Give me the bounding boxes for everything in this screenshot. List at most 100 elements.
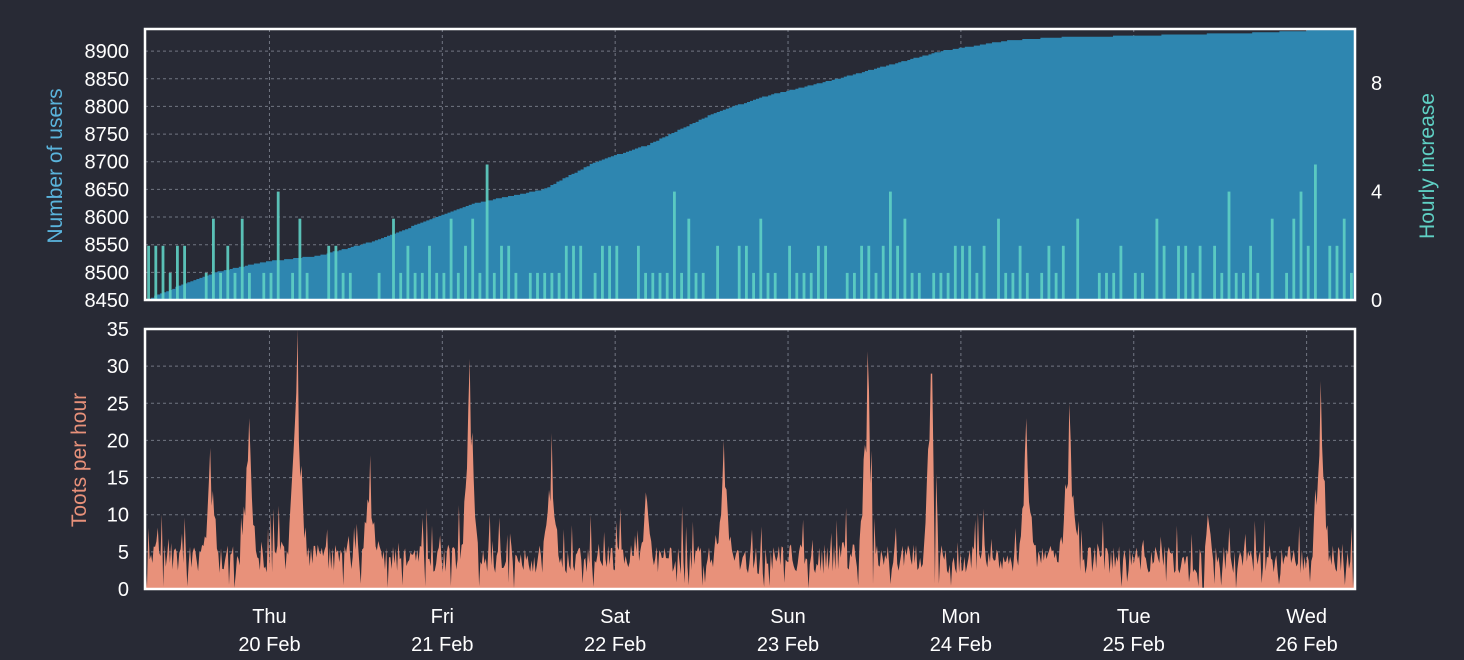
hourly-spike <box>1155 218 1159 300</box>
hourly-spike <box>572 245 575 300</box>
x-label-date: 20 Feb <box>238 634 300 656</box>
hourly-spike <box>1004 272 1008 300</box>
hourly-y-ticks: 0 4 8 <box>1371 73 1382 312</box>
hourly-spike <box>1227 191 1231 300</box>
users-tick-label: 8700 <box>85 152 130 174</box>
hourly-spike <box>464 245 467 300</box>
hourly-spike <box>1292 218 1296 300</box>
x-label-date: 24 Feb <box>930 634 992 656</box>
hourly-spike <box>1162 245 1166 300</box>
hourly-spike <box>903 218 907 300</box>
hourly-spike <box>248 272 251 300</box>
hourly-spike <box>874 272 878 300</box>
hourly-spike <box>860 245 863 300</box>
hourly-spike <box>1350 272 1353 300</box>
hourly-spike <box>881 245 885 300</box>
hourly-spike <box>1314 164 1317 300</box>
hourly-spike <box>1249 245 1252 300</box>
hourly-spike <box>1342 218 1346 300</box>
hourly-spike <box>953 245 957 300</box>
hourly-spike <box>694 272 698 300</box>
users-tick-label: 8600 <box>85 207 130 229</box>
hourly-spike <box>889 191 892 300</box>
users-area-layer <box>145 29 1355 300</box>
hourly-spike <box>161 245 165 300</box>
hourly-spike <box>478 272 482 300</box>
x-label-day: Fri <box>431 606 454 628</box>
hourly-spike <box>276 191 280 300</box>
toots-panel: 0 5 10 15 20 25 30 35 Toots per hour <box>68 319 1357 601</box>
x-label-date: 22 Feb <box>584 634 646 656</box>
toots-tick-label: 35 <box>107 319 129 341</box>
hourly-spike <box>1242 272 1245 300</box>
hourly-spike <box>680 272 683 300</box>
toots-area <box>145 329 1355 589</box>
hourly-spike <box>514 272 518 300</box>
hourly-spike <box>327 245 331 300</box>
toots-y-ticks: 0 5 10 15 20 25 30 35 <box>107 319 129 601</box>
toots-tick-label: 25 <box>107 393 129 415</box>
hourly-spike <box>1047 245 1051 300</box>
x-label-day: Sat <box>600 606 630 628</box>
hourly-spike <box>1285 272 1288 300</box>
hourly-spike <box>348 272 352 300</box>
hourly-spike <box>564 245 568 300</box>
hourly-spike <box>817 245 820 300</box>
hourly-spike <box>1119 245 1123 300</box>
hourly-spike <box>168 272 172 300</box>
hourly-spike <box>1184 245 1188 300</box>
hourly-spike <box>1112 272 1116 300</box>
hourly-spike <box>1076 218 1080 300</box>
hourly-spike <box>788 245 791 300</box>
hourly-spike <box>1220 272 1224 300</box>
hourly-spike <box>1105 272 1108 300</box>
hourly-spike <box>1234 272 1238 300</box>
hourly-spike <box>608 245 611 300</box>
hourly-spike <box>1306 245 1310 300</box>
hourly-spike <box>1198 245 1202 300</box>
hourly-spike <box>442 272 446 300</box>
hourly-spike <box>233 272 237 300</box>
users-tick-label: 8850 <box>85 69 130 91</box>
hourly-spike <box>176 245 179 300</box>
hourly-spike <box>932 272 936 300</box>
hourly-spike <box>1025 272 1029 300</box>
hourly-spike <box>601 245 604 300</box>
x-label-date: 25 Feb <box>1103 634 1165 656</box>
toots-tick-label: 5 <box>118 542 129 564</box>
hourly-spike <box>1177 245 1180 300</box>
hourly-spike <box>377 272 381 300</box>
hourly-spike <box>917 272 921 300</box>
users-tick-label: 8650 <box>85 179 130 201</box>
users-y-ticks: 8450 8500 8550 8600 8650 8700 8750 8800 8850 8900 <box>85 41 130 312</box>
hourly-y-label: Hourly increase <box>1416 93 1439 239</box>
hourly-spike <box>298 218 302 300</box>
x-label-day: Sun <box>770 606 806 628</box>
hourly-spike <box>745 245 748 300</box>
hourly-spike <box>737 245 741 300</box>
toots-tick-label: 30 <box>107 356 129 378</box>
toots-tick-label: 10 <box>107 505 129 527</box>
hourly-spike <box>615 245 619 300</box>
hourly-spike <box>1097 272 1101 300</box>
hourly-tick-label: 0 <box>1371 290 1382 312</box>
hourly-spike <box>687 218 691 300</box>
hourly-spike <box>1040 272 1044 300</box>
users-tick-label: 8450 <box>85 290 130 312</box>
hourly-spike <box>809 272 813 300</box>
hourly-spike <box>853 272 856 300</box>
hourly-spike <box>399 272 403 300</box>
toots-y-label: Toots per hour <box>68 393 91 527</box>
hourly-spike <box>946 272 950 300</box>
hourly-spike <box>658 272 662 300</box>
hourly-spike <box>183 245 186 300</box>
hourly-spike <box>543 272 547 300</box>
hourly-spike <box>759 218 763 300</box>
hourly-spike <box>1141 272 1144 300</box>
hourly-spike <box>392 218 395 300</box>
users-y-label: Number of users <box>44 88 67 243</box>
users-tick-label: 8900 <box>85 41 130 63</box>
hourly-spike <box>651 272 655 300</box>
hourly-spike <box>867 245 871 300</box>
